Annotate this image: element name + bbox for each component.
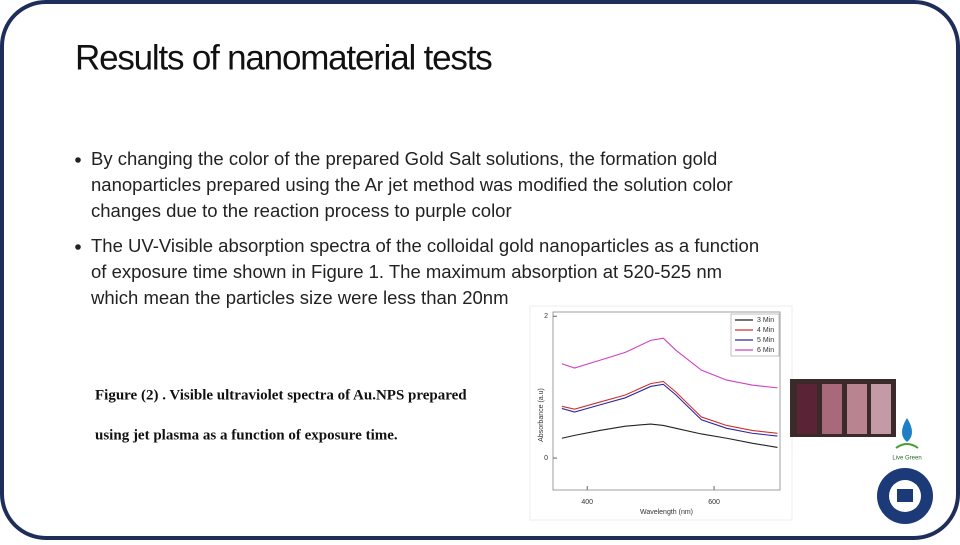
vial	[847, 384, 867, 434]
spectrum-line	[561, 423, 778, 448]
bullet-text: The UV-Visible absorption spectra of the…	[91, 235, 759, 256]
x-tick-label: 600	[708, 499, 720, 506]
slide-title: Results of nanomaterial tests	[75, 38, 492, 77]
legend-label: 5 Min	[757, 337, 774, 344]
bullet-text: which mean the particles size were less …	[90, 287, 508, 308]
bullet-text: of exposure time shown in Figure 1. The …	[91, 261, 722, 282]
bullet-dot	[75, 157, 81, 163]
vial	[871, 384, 891, 434]
spectrum-line	[561, 383, 778, 437]
legend-label: 6 Min	[757, 347, 774, 354]
vials-photo	[790, 379, 896, 437]
x-axis-label: Wavelength (nm)	[640, 509, 693, 516]
y-tick-label: 2	[544, 313, 548, 320]
logo-text: Live Green	[892, 456, 921, 462]
bullet-text: changes due to the reaction process to p…	[91, 200, 512, 221]
vial	[822, 384, 842, 434]
spectrum-line	[561, 337, 778, 389]
logo-live-green: Live Green	[892, 418, 922, 462]
leaf-icon	[895, 443, 919, 449]
logo-emblem	[877, 468, 933, 524]
legend-label: 4 Min	[757, 327, 774, 334]
legend-label: 3 Min	[757, 317, 774, 324]
x-tick-label: 400	[581, 499, 593, 506]
drop-icon	[902, 418, 912, 442]
figure-caption: Figure (2) . Visible ultraviolet spectra…	[95, 387, 467, 403]
legend-box	[730, 313, 780, 357]
vial	[797, 384, 817, 434]
bullet-dot	[75, 244, 81, 250]
bullet-list: By changing the color of the prepared Go…	[75, 148, 759, 308]
y-axis-label: Absorbance (a.u)	[538, 388, 545, 442]
y-tick-label: 0	[544, 455, 548, 462]
bullet-text: By changing the color of the prepared Go…	[91, 148, 717, 169]
spectrum-chart: 400 600 0 2 Wavelength (nm) Absorbance (a.u) 3…	[538, 311, 781, 516]
figure-panel	[529, 305, 793, 521]
spectrum-line	[561, 380, 778, 434]
bullet-text: nanoparticles prepared using the Ar jet …	[91, 174, 733, 195]
emblem-building	[897, 489, 913, 502]
plot-frame	[552, 311, 781, 491]
figure-caption: using jet plasma as a function of exposu…	[95, 427, 398, 443]
